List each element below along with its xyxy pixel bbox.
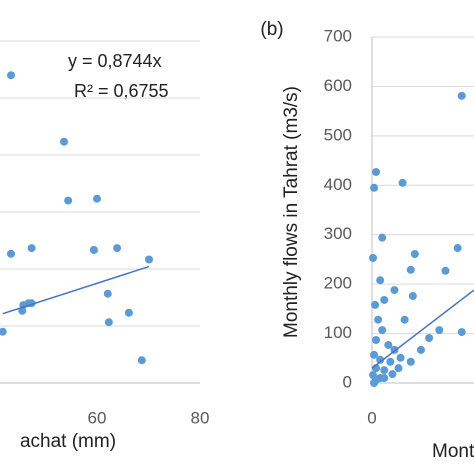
point [453, 244, 462, 253]
point [60, 137, 69, 146]
point [380, 374, 389, 383]
point [376, 355, 385, 364]
point [0, 327, 7, 336]
point [378, 326, 387, 335]
point [435, 326, 444, 335]
point [27, 244, 36, 253]
y-tick-label: 500 [324, 125, 352, 144]
point [6, 249, 15, 258]
point [406, 357, 415, 366]
point [369, 253, 378, 262]
point [441, 266, 450, 275]
point [370, 183, 379, 192]
point [406, 265, 415, 274]
point [104, 318, 113, 327]
point [137, 356, 146, 365]
point [457, 328, 466, 337]
point [371, 300, 380, 309]
x-tick-label: 60 [88, 408, 107, 427]
point [408, 292, 417, 301]
point [145, 255, 154, 264]
panel-title: (b) [260, 19, 283, 40]
y-tick-label: 700 [324, 26, 352, 45]
point [372, 167, 381, 176]
point [370, 379, 379, 387]
x-axis-label: Mont [432, 441, 474, 462]
x-tick-label: 0 [367, 408, 376, 427]
equation: y = 0,8744x [68, 51, 162, 71]
point [416, 345, 425, 354]
point [124, 308, 133, 317]
y-tick-label: 200 [324, 274, 352, 293]
trendline [371, 289, 474, 369]
point [390, 286, 399, 295]
point [394, 364, 403, 373]
x-tick-label: 80 [191, 408, 210, 427]
point [457, 91, 466, 100]
point [386, 357, 395, 366]
point [380, 366, 389, 375]
point [6, 71, 15, 80]
r-squared: R² = 0,6755 [74, 81, 169, 101]
point [376, 276, 385, 285]
point [93, 194, 101, 203]
point [370, 350, 379, 359]
point [372, 335, 381, 344]
point [396, 353, 405, 362]
x-axis-label: achat (mm) [20, 431, 116, 452]
point [388, 370, 397, 379]
y-tick-label: 100 [324, 323, 352, 342]
point [103, 289, 112, 298]
y-axis-label: Monthly flows in Tahrat (m3/s) [281, 86, 302, 338]
y-tick-label: 0 [343, 372, 352, 391]
point [410, 249, 419, 258]
point [400, 315, 409, 324]
point [398, 178, 407, 187]
point [374, 315, 383, 324]
point [384, 340, 393, 349]
point [378, 233, 387, 242]
point [380, 295, 389, 304]
point [113, 244, 122, 253]
point [89, 246, 98, 254]
y-tick-label: 600 [324, 76, 352, 95]
point [425, 334, 434, 343]
point [64, 196, 73, 205]
trendline [2, 265, 150, 315]
y-tick-label: 400 [324, 175, 352, 194]
y-tick-label: 300 [324, 224, 352, 243]
